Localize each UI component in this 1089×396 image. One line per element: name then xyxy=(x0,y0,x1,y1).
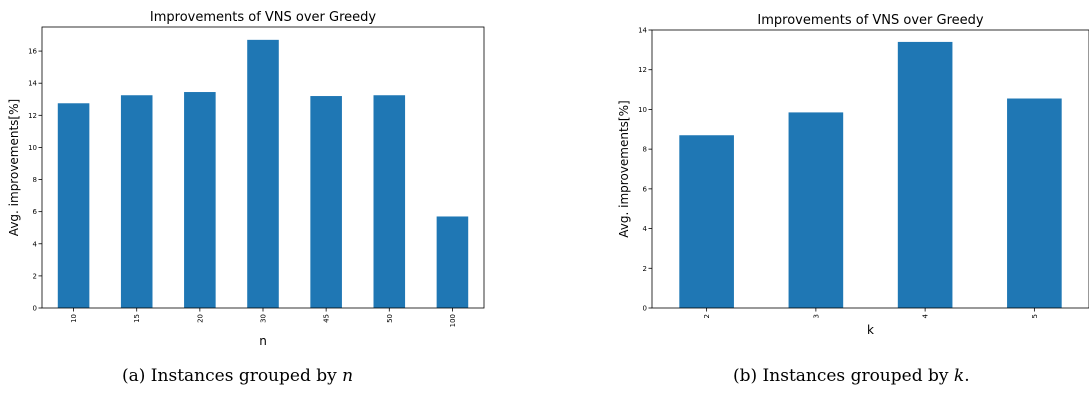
x-tick-label: 20 xyxy=(196,314,204,323)
y-tick-label: 0 xyxy=(643,305,647,313)
bar-45 xyxy=(310,96,342,308)
y-tick-label: 4 xyxy=(33,240,38,248)
x-tick-label: 30 xyxy=(260,314,268,323)
x-tick-label: 10 xyxy=(70,314,78,323)
x-tick-label: 3 xyxy=(812,314,820,318)
y-tick-label: 8 xyxy=(643,146,647,154)
x-ticks-group: 2 3 4 5 xyxy=(703,308,1039,318)
bar-20 xyxy=(184,92,216,308)
bar-15 xyxy=(120,95,153,308)
plot-frame xyxy=(651,29,1089,309)
x-tick-label: 100 xyxy=(449,314,457,327)
x-tick-label: 4 xyxy=(922,313,930,318)
y-tick-label: 4 xyxy=(643,225,648,233)
chart-title: Improvements of VNS over Greedy xyxy=(757,13,984,28)
bar-4 xyxy=(897,41,953,309)
chart-a: Improvements of VNS over Greedy Avg. imp… xyxy=(7,10,485,348)
y-tick-label: 14 xyxy=(28,80,37,88)
y-tick-label: 0 xyxy=(33,305,37,313)
x-tick-label: 50 xyxy=(386,314,394,323)
bar-30 xyxy=(247,39,279,309)
x-axis-label: k xyxy=(867,323,874,337)
y-axis-label: Avg. improvements[%] xyxy=(7,99,21,236)
y-ticks-group: 0 2 4 6 8 10 12 14 16 xyxy=(28,48,42,313)
y-tick-label: 6 xyxy=(33,208,38,216)
bar-2 xyxy=(679,135,734,308)
x-tick-label: 5 xyxy=(1031,314,1039,318)
y-tick-label: 16 xyxy=(28,48,37,56)
x-tick-label: 45 xyxy=(323,314,331,323)
caption-a-text: (a) Instances grouped by xyxy=(122,366,337,386)
y-tick-label: 14 xyxy=(638,27,647,35)
bar-5 xyxy=(1007,98,1062,308)
y-tick-label: 12 xyxy=(28,112,37,120)
caption-a-variable: n xyxy=(342,366,354,386)
caption-b: (b) Instances grouped by k. xyxy=(733,366,970,386)
y-tick-label: 10 xyxy=(28,144,37,152)
x-ticks-group: 10 15 20 30 45 50 100 xyxy=(70,308,457,327)
x-axis-label: n xyxy=(259,334,267,348)
y-axis-label: Avg. improvements[%] xyxy=(617,100,631,237)
caption-b-text: (b) Instances grouped by xyxy=(733,366,949,386)
bar-3 xyxy=(788,112,844,309)
caption-a: (a) Instances grouped by n xyxy=(122,366,353,386)
y-tick-label: 12 xyxy=(638,66,647,74)
y-ticks-group: 0 2 4 6 8 10 12 14 xyxy=(638,27,652,313)
bars-group xyxy=(679,41,1062,309)
chart-title: Improvements of VNS over Greedy xyxy=(150,10,377,25)
y-tick-label: 2 xyxy=(33,272,37,280)
bar-10 xyxy=(57,103,90,309)
x-tick-label: 15 xyxy=(133,314,141,323)
plot-frame xyxy=(41,26,485,309)
y-tick-label: 10 xyxy=(638,106,647,114)
caption-b-suffix: . xyxy=(964,366,970,386)
bar-100 xyxy=(436,216,469,308)
y-tick-label: 8 xyxy=(33,176,37,184)
chart-b: Improvements of VNS over Greedy Avg. imp… xyxy=(617,13,1089,337)
bars-group xyxy=(57,39,469,309)
y-tick-label: 2 xyxy=(643,265,647,273)
x-tick-label: 2 xyxy=(703,314,711,318)
caption-b-variable: k xyxy=(953,366,965,386)
bar-50 xyxy=(373,95,406,308)
y-tick-label: 6 xyxy=(643,185,648,193)
